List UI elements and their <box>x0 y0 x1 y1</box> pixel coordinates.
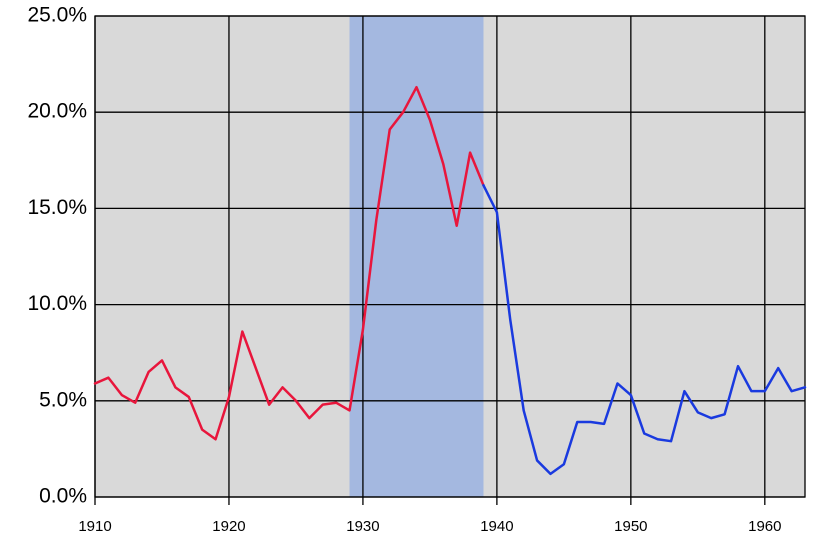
y-tick-label: 15.0% <box>27 196 87 219</box>
y-tick-label: 25.0% <box>27 4 87 27</box>
y-tick-label: 0.0% <box>39 485 87 508</box>
x-tick-label: 1910 <box>78 518 111 535</box>
y-tick-label: 5.0% <box>39 388 87 411</box>
y-tick-label: 20.0% <box>27 100 87 123</box>
plot-frame <box>94 15 806 498</box>
x-tick-label: 1920 <box>212 518 245 535</box>
data-line <box>482 184 807 476</box>
y-tick-label: 10.0% <box>27 292 87 315</box>
data-line <box>93 85 485 441</box>
x-tick-label: 1940 <box>480 518 513 535</box>
x-tick-label: 1960 <box>748 518 781 535</box>
x-tick-label: 1950 <box>614 518 647 535</box>
x-tick-label: 1930 <box>346 518 379 535</box>
